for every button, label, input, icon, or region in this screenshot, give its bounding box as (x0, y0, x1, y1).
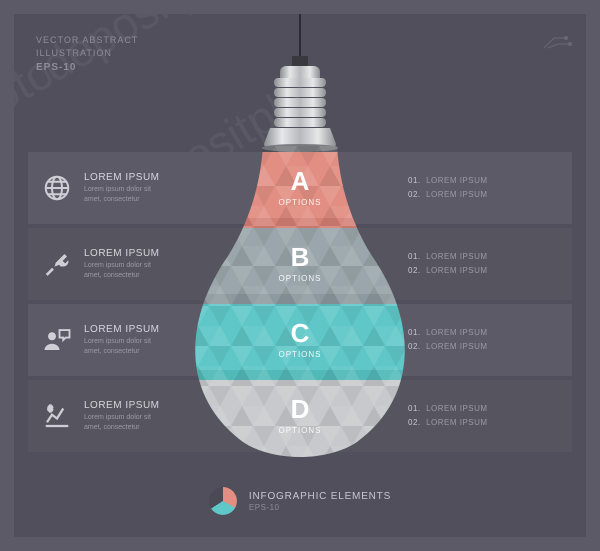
footer-sub: EPS-10 (249, 503, 391, 512)
band-left-sub: Lorem ipsum dolor sitamet, consectetur (84, 337, 160, 355)
tools-icon (42, 249, 72, 279)
band-right-list: 01. LOREM IPSUM02. LOREM IPSUM (408, 326, 558, 355)
band-left-title: LOREM IPSUM (84, 324, 160, 335)
svg-text:$: $ (48, 404, 53, 413)
band-left-sub: Lorem ipsum dolor sitamet, consectetur (84, 261, 160, 279)
badge-eps: EPS-10 (36, 61, 138, 75)
bulb-socket (256, 56, 344, 152)
chat-user-icon (42, 325, 72, 355)
chart-icon: $ (42, 401, 72, 431)
band-left-sub: Lorem ipsum dolor sitamet, consectetur (84, 413, 160, 431)
band-right-list: 01. LOREM IPSUM02. LOREM IPSUM (408, 402, 558, 431)
corner-circuit-icon (542, 30, 572, 50)
band-right-list: 01. LOREM IPSUM02. LOREM IPSUM (408, 174, 558, 203)
bulb-shape (187, 146, 413, 462)
globe-icon (42, 173, 72, 203)
inner-canvas: depositphotos VECTOR ABSTRACT ILLUSTRATI… (14, 14, 586, 537)
top-left-badge: VECTOR ABSTRACT ILLUSTRATION EPS-10 (36, 34, 138, 75)
band-right-list: 01. LOREM IPSUM02. LOREM IPSUM (408, 250, 558, 279)
outer-canvas: depositphotos VECTOR ABSTRACT ILLUSTRATI… (0, 0, 600, 551)
band-left-sub: Lorem ipsum dolor sitamet, consectetur (84, 185, 160, 203)
footer: INFOGRAPHIC ELEMENTS EPS-10 (209, 487, 391, 515)
band-left-title: LOREM IPSUM (84, 248, 160, 259)
badge-line1: VECTOR ABSTRACT (36, 34, 138, 47)
badge-line2: ILLUSTRATION (36, 47, 138, 60)
footer-title: INFOGRAPHIC ELEMENTS (249, 491, 391, 502)
pie-chart-icon (209, 487, 237, 515)
band-left-title: LOREM IPSUM (84, 400, 160, 411)
band-left-title: LOREM IPSUM (84, 172, 160, 183)
bulb-wire (299, 14, 301, 60)
